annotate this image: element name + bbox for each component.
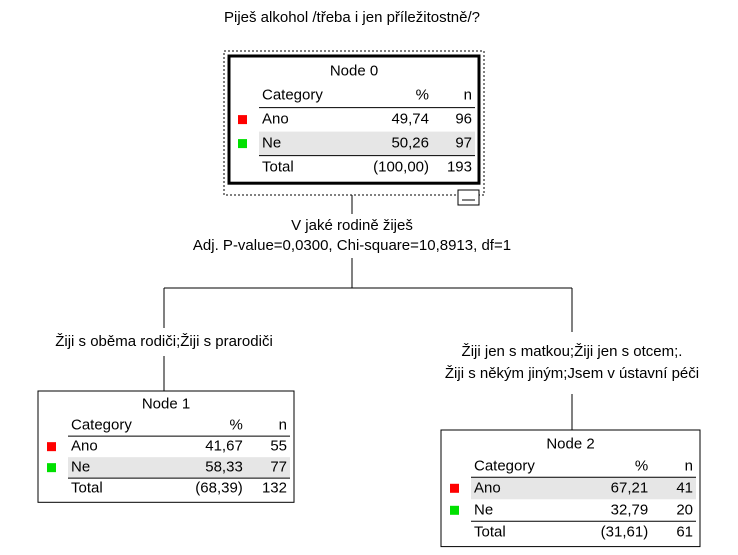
table-cell: 50,26	[391, 135, 429, 152]
total-cell: Total	[71, 480, 103, 497]
table-cell: 77	[270, 459, 287, 476]
total-cell: Total	[474, 523, 506, 540]
category-marker	[238, 139, 247, 149]
split-stats: Adj. P-value=0,0300, Chi-square=10,8913,…	[193, 237, 511, 254]
table-cell: Ne	[262, 135, 281, 152]
node-title: Node 1	[142, 396, 190, 413]
table-cell: 58,33	[205, 459, 243, 476]
header-cell: %	[229, 417, 242, 434]
header-cell: Category	[262, 87, 323, 104]
table-cell: 96	[455, 111, 472, 128]
header-cell: %	[635, 457, 648, 474]
row-highlight	[259, 131, 475, 156]
collapse-button[interactable]	[457, 189, 480, 206]
total-cell: (100,00)	[373, 159, 429, 176]
node-box	[37, 390, 295, 503]
table-cell: 20	[676, 501, 693, 518]
table-cell: Ano	[71, 438, 98, 455]
category-marker	[450, 483, 459, 493]
total-cell: Total	[262, 159, 294, 176]
branch-label: Žiji jen s matkou;Žiji jen s otcem;.	[462, 343, 683, 360]
table-cell: 32,79	[611, 501, 649, 518]
table-cell: 55	[270, 438, 287, 455]
header-cell: n	[464, 87, 472, 104]
node-title: Node 2	[546, 435, 594, 452]
header-cell: %	[416, 87, 429, 104]
branch-label: Žiji s někým jiným;Jsem v ústavní péči	[445, 365, 699, 382]
row-highlight	[471, 477, 696, 500]
table-cell: 41,67	[205, 438, 243, 455]
node-box	[227, 54, 481, 185]
table-cell: 41	[676, 479, 693, 496]
category-marker	[47, 463, 56, 473]
header-cell: Category	[71, 417, 132, 434]
category-marker	[450, 505, 459, 515]
table-cell: Ne	[474, 501, 493, 518]
split-variable: V jaké rodině žiješ	[291, 217, 413, 234]
header-cell: Category	[474, 457, 535, 474]
table-cell: 49,74	[391, 111, 429, 128]
total-cell: 61	[676, 523, 693, 540]
total-cell: (68,39)	[195, 480, 243, 497]
total-cell: 132	[262, 480, 287, 497]
selection-frame	[223, 50, 485, 196]
row-highlight	[68, 457, 290, 479]
header-cell: n	[685, 457, 693, 474]
total-cell: 193	[447, 159, 472, 176]
table-cell: Ano	[474, 479, 501, 496]
table-cell: Ano	[262, 111, 289, 128]
table-cell: 97	[455, 135, 472, 152]
total-cell: (31,61)	[601, 523, 649, 540]
table-cell: 67,21	[611, 479, 649, 496]
table-cell: Ne	[71, 459, 90, 476]
category-marker	[238, 115, 247, 125]
category-marker	[47, 442, 56, 452]
node-title: Node 0	[330, 63, 378, 80]
branch-label: Žiji s oběma rodiči;Žiji s prarodiči	[55, 333, 273, 350]
header-cell: n	[279, 417, 287, 434]
connectors	[163, 195, 573, 430]
tree-title: Piješ alkohol /třeba i jen příležitostně…	[224, 9, 480, 26]
